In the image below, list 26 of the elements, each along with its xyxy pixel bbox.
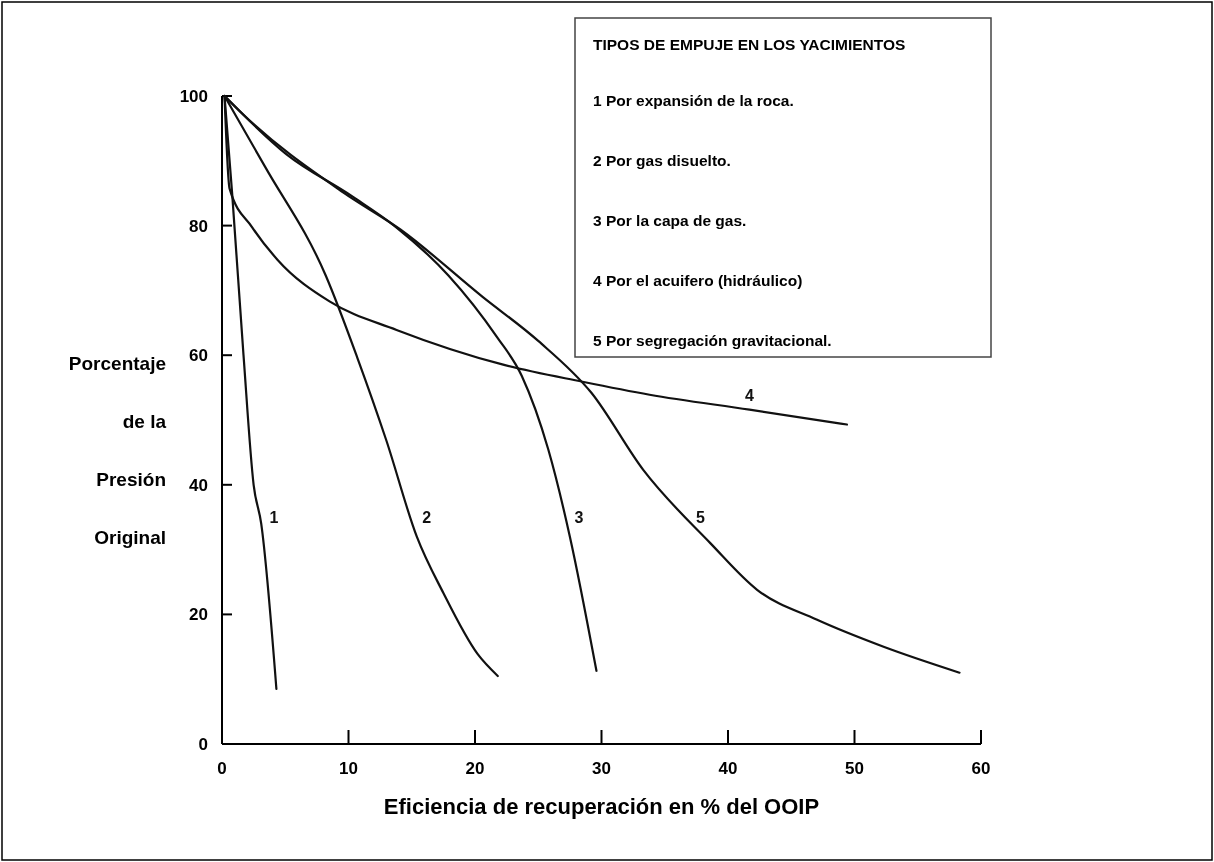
annotation: 2 Por gas disuelto.	[593, 152, 731, 169]
x-tick-label: 60	[971, 759, 991, 778]
x-tick-label: 40	[718, 759, 738, 778]
x-axis-title: Eficiencia de recuperación en % del OOIP	[383, 794, 820, 819]
y-tick-label: 0	[198, 734, 208, 754]
annotation: 3 Por la capa de gas.	[593, 212, 747, 229]
y-tick-label: 80	[189, 216, 208, 236]
annotation: 1 Por expansión de la roca.	[593, 92, 794, 109]
y-tick-label: 40	[189, 475, 208, 495]
x-tick-label: 50	[845, 759, 864, 778]
series-label: 5	[696, 508, 706, 526]
annotation: 5 Por segregación gravitacional.	[593, 332, 832, 349]
x-tick-label: 20	[465, 759, 485, 778]
x-tick-label: 30	[592, 759, 611, 778]
annotation: 4 Por el acuifero (hidráulico)	[593, 272, 803, 289]
y-tick-label: 60	[189, 346, 208, 366]
y-tick-label: 20	[189, 605, 208, 625]
text: Porcentaje de la Presión Original	[68, 353, 166, 548]
x-tick-label: 0	[217, 759, 227, 778]
series-label: 3	[574, 508, 584, 526]
text: TIPOS DE EMPUJE EN LOS YACIMIENTOS	[593, 36, 906, 53]
y-tick-label: 100	[179, 86, 208, 106]
series-label: 1	[269, 508, 279, 526]
x-tick-label: 10	[339, 759, 358, 778]
series-label: 4	[745, 387, 755, 405]
series-label: 2	[422, 508, 432, 526]
